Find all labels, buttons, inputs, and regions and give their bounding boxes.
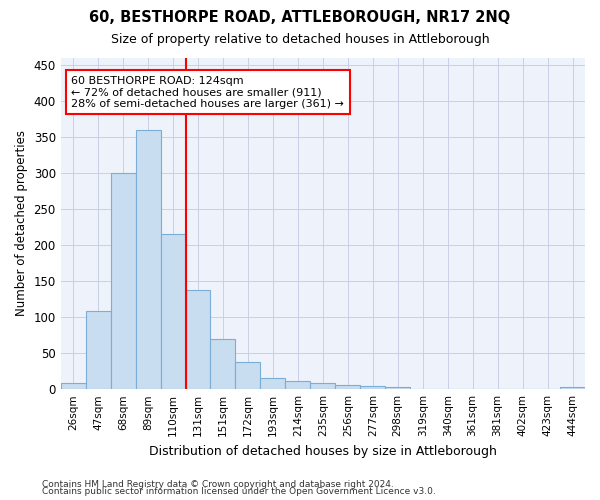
Bar: [211, 338, 235, 389]
Bar: [136, 130, 161, 389]
Text: 60 BESTHORPE ROAD: 124sqm
← 72% of detached houses are smaller (911)
28% of semi: 60 BESTHORPE ROAD: 124sqm ← 72% of detac…: [71, 76, 344, 109]
Bar: [235, 362, 260, 389]
X-axis label: Distribution of detached houses by size in Attleborough: Distribution of detached houses by size …: [149, 444, 497, 458]
Text: Contains HM Land Registry data © Crown copyright and database right 2024.: Contains HM Land Registry data © Crown c…: [42, 480, 394, 489]
Bar: [310, 384, 335, 389]
Bar: [260, 378, 286, 389]
Bar: [560, 387, 585, 389]
Bar: [286, 381, 310, 389]
Bar: [335, 385, 360, 389]
Bar: [110, 173, 136, 389]
Bar: [61, 384, 86, 389]
Bar: [185, 290, 211, 389]
Text: 60, BESTHORPE ROAD, ATTLEBOROUGH, NR17 2NQ: 60, BESTHORPE ROAD, ATTLEBOROUGH, NR17 2…: [89, 10, 511, 25]
Bar: [86, 312, 110, 389]
Bar: [385, 387, 410, 389]
Bar: [161, 234, 185, 389]
Text: Contains public sector information licensed under the Open Government Licence v3: Contains public sector information licen…: [42, 488, 436, 496]
Y-axis label: Number of detached properties: Number of detached properties: [15, 130, 28, 316]
Text: Size of property relative to detached houses in Attleborough: Size of property relative to detached ho…: [110, 32, 490, 46]
Bar: [360, 386, 385, 389]
